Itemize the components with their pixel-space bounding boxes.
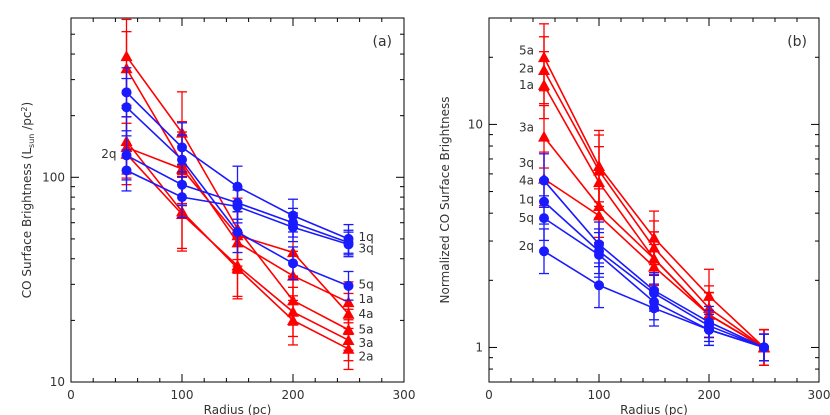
- data-point: [649, 303, 659, 314]
- plot-frame: [488, 17, 820, 383]
- panel-label: (b): [787, 34, 807, 50]
- y-tick-label: 10: [468, 117, 483, 131]
- series-label: 5q: [519, 211, 534, 225]
- data-point: [343, 237, 354, 248]
- series-label: 2a: [359, 350, 374, 364]
- data-point: [538, 130, 550, 142]
- y-tick-label: 100: [42, 170, 65, 184]
- chart-panel-b: 0 100 200 300 1 10 Radius (pc) Normalized CO Su…: [438, 17, 830, 415]
- y-tick-label: 10: [50, 375, 65, 389]
- series-5q: [121, 77, 354, 301]
- series-2q: [539, 228, 769, 362]
- data-point: [539, 246, 549, 257]
- x-tick-label: 200: [282, 388, 305, 402]
- x-tick-label: 200: [698, 388, 721, 402]
- y-axis-label-part: 2: [20, 106, 29, 111]
- series-label: 2q: [101, 147, 116, 161]
- x-tick-label: 300: [393, 388, 416, 402]
- x-tick-label: 0: [67, 388, 75, 402]
- series-label: 3q: [359, 241, 374, 255]
- series-label: 5a: [359, 323, 374, 337]
- x-axis-label: Radius (pc): [620, 403, 688, 415]
- data-point: [287, 294, 299, 306]
- data-point: [342, 323, 355, 335]
- y-axis-label-part: Normalized CO Surface Brightness: [438, 97, 452, 304]
- chart-panel-a: 0 100 200 300 10 100 Radius (pc) CO Surface Bri…: [20, 17, 416, 415]
- data-point: [177, 154, 187, 165]
- series-label: 5q: [359, 277, 374, 291]
- data-point: [539, 213, 549, 224]
- series-label: 2q: [519, 239, 534, 253]
- y-axis-label-part: /pc: [20, 112, 34, 134]
- panel-label: (a): [372, 34, 392, 50]
- x-axis-label: Radius (pc): [204, 403, 272, 415]
- data-point: [538, 79, 550, 90]
- data-point: [704, 324, 714, 335]
- x-tick-label: 300: [808, 388, 830, 402]
- data-point: [594, 280, 604, 291]
- data-point: [121, 150, 132, 161]
- data-point: [232, 227, 243, 238]
- x-tick-label: 0: [485, 388, 493, 402]
- series-label: 4a: [519, 174, 534, 188]
- data-point: [232, 197, 243, 208]
- data-point: [594, 249, 604, 260]
- y-axis-label-part: sun: [27, 134, 36, 148]
- x-tick-label: 100: [171, 388, 194, 402]
- data-point: [121, 102, 132, 113]
- data-point: [648, 260, 660, 272]
- series-label: 1q: [359, 230, 374, 244]
- series-label: 3q: [519, 156, 534, 170]
- series-label: 1a: [359, 292, 374, 306]
- data-point: [343, 280, 354, 291]
- series-label: 5a: [519, 43, 534, 57]
- y-tick-label: 1: [475, 340, 483, 354]
- y-axis-label: Normalized CO Surface Brightness: [438, 97, 452, 304]
- series-label: 4a: [359, 307, 374, 321]
- y-axis-label: CO Surface Brightness (Lsun /pc2): [20, 102, 37, 298]
- plot-frame: [70, 17, 405, 383]
- data-point: [288, 258, 298, 269]
- series-label: 1a: [519, 78, 534, 92]
- series-label: 1q: [519, 193, 534, 207]
- data-point: [759, 342, 769, 353]
- y-axis-label-part: ): [20, 102, 34, 107]
- data-point: [288, 217, 298, 228]
- data-point: [120, 50, 133, 62]
- series-label: 3a: [359, 336, 374, 350]
- x-tick-label: 100: [588, 388, 611, 402]
- y-axis-label-part: CO Surface Brightness (L: [20, 148, 34, 299]
- series-label: 2a: [519, 62, 534, 76]
- series-label: 3a: [519, 120, 534, 134]
- data-point: [593, 209, 605, 221]
